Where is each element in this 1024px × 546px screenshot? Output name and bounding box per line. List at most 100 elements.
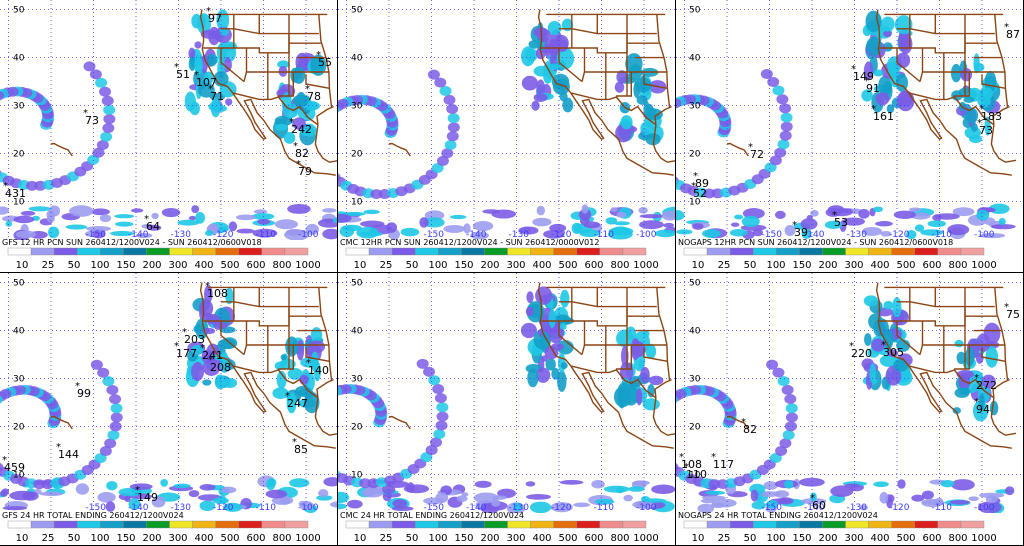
legend-swatch [391, 520, 416, 529]
legend-label: 1000 [295, 533, 320, 544]
legend-swatch [622, 247, 647, 256]
legend-label: 400 [532, 533, 551, 544]
max-value-label: 82 [743, 423, 757, 436]
legend-swatch [914, 247, 939, 256]
station-marker: * [977, 118, 982, 129]
legend-label: 300 [844, 533, 863, 544]
max-value-label: 183 [981, 110, 1002, 123]
legend-label: 150 [792, 533, 811, 544]
station-marker: * [56, 442, 61, 453]
panel-gfs12: 50 40 30 20 10 -150 -140 -130 -120 -110 -100 * 97 * 51… [0, 0, 338, 273]
legend-swatch [822, 520, 846, 529]
legend-label: 800 [272, 260, 291, 271]
station-marker: * [289, 117, 294, 128]
legend-label: 1000 [633, 260, 658, 271]
max-value-label: 108 [207, 287, 228, 300]
legend-swatch [415, 520, 439, 529]
legend-label: 1000 [971, 533, 996, 544]
legend-label: 200 [480, 533, 499, 544]
legend-label: 600 [922, 260, 941, 271]
station-marker: * [1004, 22, 1009, 33]
latitude-labels: 50 40 30 20 10 [351, 6, 363, 208]
legend-label: 100 [90, 260, 109, 271]
legend-swatch [868, 247, 892, 256]
legend-label: 800 [610, 533, 629, 544]
legend-label: 200 [818, 260, 837, 271]
latitude-labels: 50 40 30 20 10 [13, 279, 25, 481]
legend-label: 500 [558, 260, 577, 271]
legend-label: 800 [948, 260, 967, 271]
longitude-label: -130 [171, 230, 192, 240]
longitude-label: -100 [298, 230, 319, 240]
legend-label: 500 [896, 260, 915, 271]
legend-label: 25 [380, 260, 393, 271]
legend-label: 300 [168, 533, 187, 544]
legend-label: 300 [506, 533, 525, 544]
legend-label: 50 [68, 260, 81, 271]
panel-title: NOGAPS 12HR PCN SUN 260412/1200V024 - SU… [678, 238, 954, 247]
legend-swatch [192, 247, 216, 256]
longitude-label: -140 [128, 503, 149, 513]
legend-swatch [553, 247, 577, 256]
max-value-label: 94 [976, 403, 990, 416]
legend-swatch [599, 520, 624, 529]
color-legend: 10 25 50 100 150 200 300 400 500 600 800 1000 [345, 520, 659, 544]
max-value-label: 73 [979, 124, 993, 137]
lat-lon-grid [676, 273, 1023, 513]
max-value-label: 79 [298, 165, 312, 178]
station-marker: * [871, 104, 876, 115]
station-marker: * [200, 343, 205, 354]
color-legend: 10 25 50 100 150 200 300 400 500 600 800 1000 [7, 520, 321, 544]
longitude-label: -150 [762, 230, 783, 240]
legend-swatch [53, 247, 78, 256]
precip-map: 50 40 30 20 10 -150 -140 -130 -120 -110 -100 10 25 50… [338, 0, 675, 272]
longitude-label: -120 [551, 503, 572, 513]
max-value-label: 85 [294, 443, 308, 456]
longitude-labels: -150 -140 -130 -120 -110 -100 [762, 230, 995, 240]
max-value-label: 247 [287, 397, 308, 410]
max-value-label: 64 [146, 220, 160, 233]
latitude-label: 40 [13, 327, 25, 337]
max-value-label: 75 [1006, 308, 1020, 321]
longitude-label: -100 [636, 503, 657, 513]
latitude-labels: 50 40 30 20 10 [351, 279, 363, 481]
max-value-label: 89 [695, 177, 709, 190]
station-marker: * [206, 6, 211, 17]
legend-label: 25 [380, 533, 393, 544]
latitude-label: 30 [13, 102, 25, 112]
station-marker: * [792, 220, 797, 231]
latitude-label: 10 [13, 198, 25, 208]
legend-label: 800 [948, 533, 967, 544]
station-marker: * [979, 104, 984, 115]
legend-label: 800 [610, 260, 629, 271]
latitude-label: 40 [351, 54, 363, 64]
precip-fields [0, 285, 337, 514]
longitude-label: -110 [932, 230, 953, 240]
legend-label: 800 [272, 533, 291, 544]
legend-swatch [799, 520, 823, 529]
longitude-label: -120 [551, 230, 572, 240]
legend-label: 1000 [295, 260, 320, 271]
longitude-label: -100 [974, 503, 995, 513]
coastlines-borders [726, 9, 1017, 176]
station-marker: * [208, 84, 213, 95]
max-value-label: 53 [834, 216, 848, 229]
max-value-label: 107 [196, 76, 217, 89]
station-marker: * [135, 485, 140, 496]
legend-swatch [914, 520, 939, 529]
latitude-label: 40 [351, 327, 363, 337]
latitude-label: 20 [13, 150, 25, 160]
legend-swatch [576, 520, 601, 529]
legend-label: 500 [558, 533, 577, 544]
station-marker: * [292, 437, 297, 448]
legend-label: 150 [454, 533, 473, 544]
station-marker: * [693, 171, 698, 182]
panel-title: GFS 12 HR PCN SUN 260412/1200V024 - SUN … [2, 238, 262, 247]
legend-label: 25 [42, 260, 55, 271]
latitude-label: 10 [351, 471, 363, 481]
max-value-labels: *75*220*305*272*94*82*108*117*110*60 [679, 302, 1020, 512]
legend-swatch [146, 520, 170, 529]
max-value-label: 305 [883, 346, 904, 359]
panel-title: GFS 24 HR TOTAL ENDING 260412/1200V024 [2, 511, 184, 520]
